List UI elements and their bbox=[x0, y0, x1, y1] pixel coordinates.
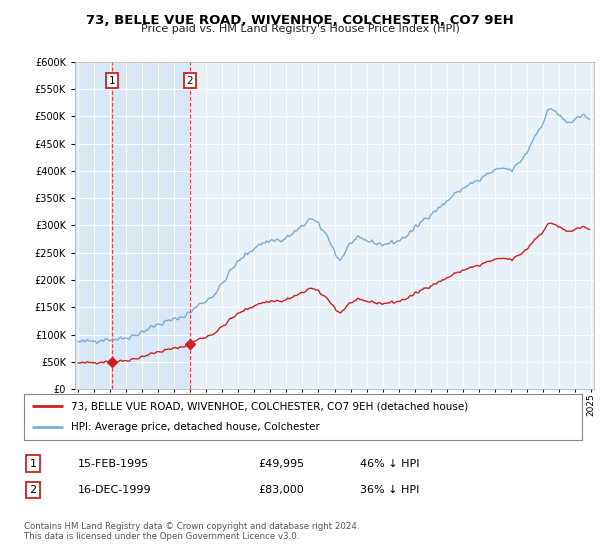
Text: 73, BELLE VUE ROAD, WIVENHOE, COLCHESTER, CO7 9EH (detached house): 73, BELLE VUE ROAD, WIVENHOE, COLCHESTER… bbox=[71, 401, 469, 411]
Text: 73, BELLE VUE ROAD, WIVENHOE, COLCHESTER, CO7 9EH: 73, BELLE VUE ROAD, WIVENHOE, COLCHESTER… bbox=[86, 14, 514, 27]
Text: £83,000: £83,000 bbox=[258, 485, 304, 495]
Text: 2: 2 bbox=[29, 485, 37, 495]
Text: 36% ↓ HPI: 36% ↓ HPI bbox=[360, 485, 419, 495]
Text: Price paid vs. HM Land Registry's House Price Index (HPI): Price paid vs. HM Land Registry's House … bbox=[140, 24, 460, 34]
Bar bbox=[75, 62, 190, 389]
Text: 2: 2 bbox=[187, 76, 193, 86]
Text: 1: 1 bbox=[29, 459, 37, 469]
Text: Contains HM Land Registry data © Crown copyright and database right 2024.
This d: Contains HM Land Registry data © Crown c… bbox=[24, 522, 359, 542]
Text: 15-FEB-1995: 15-FEB-1995 bbox=[78, 459, 149, 469]
Text: 16-DEC-1999: 16-DEC-1999 bbox=[78, 485, 152, 495]
Text: 46% ↓ HPI: 46% ↓ HPI bbox=[360, 459, 419, 469]
Text: £49,995: £49,995 bbox=[258, 459, 304, 469]
Text: HPI: Average price, detached house, Colchester: HPI: Average price, detached house, Colc… bbox=[71, 422, 320, 432]
Text: 1: 1 bbox=[109, 76, 115, 86]
